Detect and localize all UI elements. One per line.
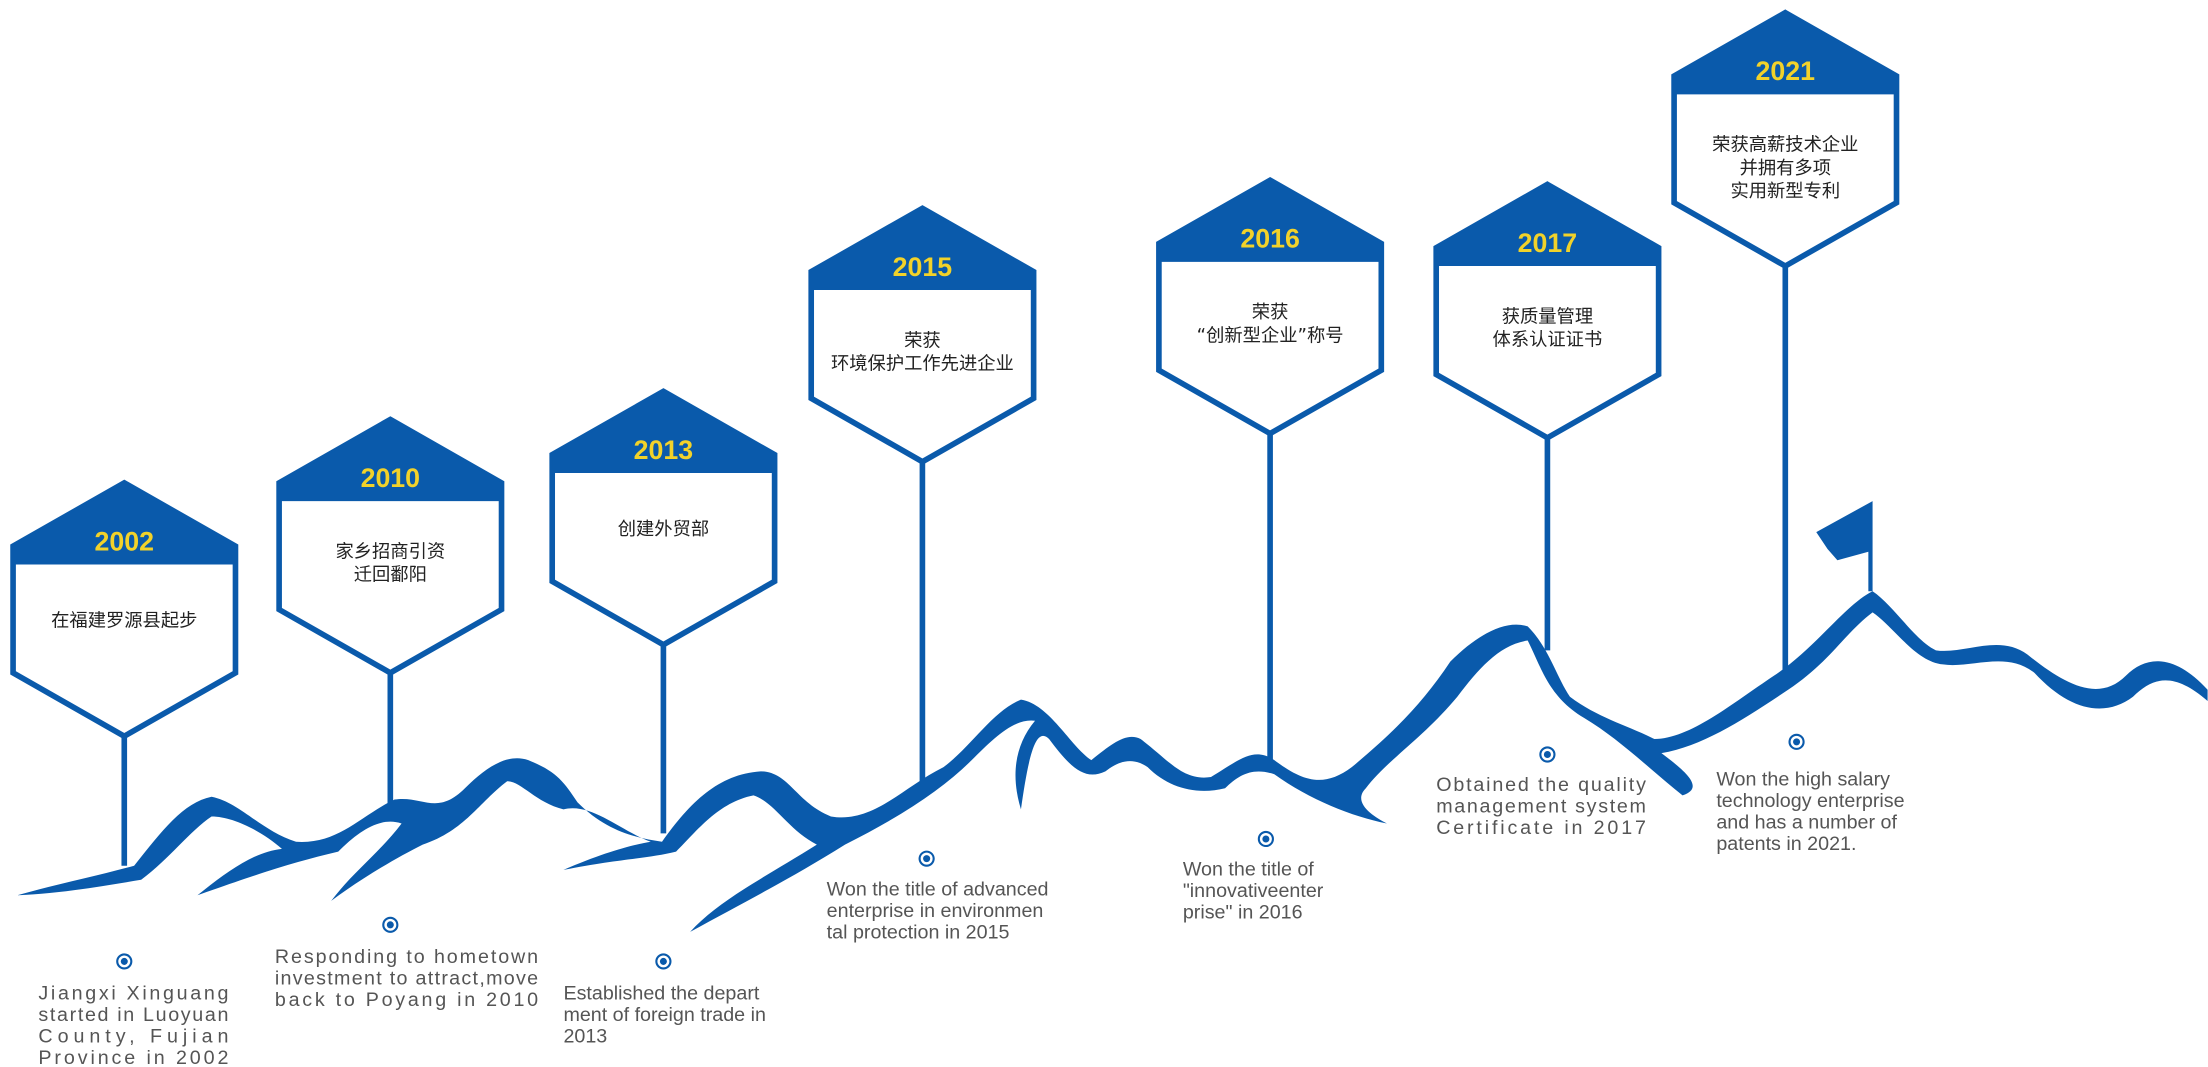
- en-text: management system: [1436, 796, 1646, 818]
- dot: [923, 855, 931, 863]
- dot: [1543, 750, 1551, 759]
- cn-text: 体系认证证书: [1493, 330, 1603, 351]
- dot: [386, 921, 394, 929]
- en-text: ment of foreign trade in: [563, 1004, 765, 1026]
- dot: [1793, 738, 1801, 746]
- dot: [1262, 835, 1270, 843]
- en-text: Province in 2002: [38, 1047, 228, 1067]
- en-text: back to Poyang in 2010: [275, 989, 538, 1011]
- en-text: enterprise in environmen: [827, 900, 1044, 922]
- en-text: and has a number of: [1716, 812, 1897, 834]
- cn-text: 荣获: [904, 330, 941, 351]
- mountains: [17, 501, 2208, 932]
- cn-text: 荣获: [1252, 302, 1289, 323]
- en-text: started in Luoyuan: [38, 1004, 228, 1026]
- year: 2015: [893, 252, 953, 282]
- cn-text: 在福建罗源县起步: [51, 610, 197, 631]
- year: 2010: [361, 463, 420, 493]
- dot: [659, 957, 667, 965]
- hexagon-header: [811, 208, 1034, 290]
- en-text: Established the depart: [563, 982, 759, 1004]
- cn-text: 家乡招商引资: [335, 541, 445, 562]
- cn-text: 并拥有多项: [1740, 158, 1831, 179]
- year: 2021: [1756, 56, 1816, 86]
- cn-text: 获质量管理: [1502, 306, 1593, 327]
- hexagon-header: [1158, 180, 1382, 262]
- en-text: patents in 2021.: [1716, 833, 1856, 855]
- en-text: Won the title of: [1183, 859, 1314, 881]
- year: 2017: [1518, 228, 1577, 258]
- en-text: prise" in 2016: [1183, 902, 1303, 924]
- year: 2002: [95, 526, 154, 556]
- en-text: 2013: [563, 1026, 607, 1048]
- en-text: Won the title of advanced: [827, 878, 1049, 900]
- en-text: tal protection in 2015: [827, 921, 1010, 943]
- en-text: technology enterprise: [1716, 790, 1904, 812]
- hexagon-header: [13, 482, 236, 565]
- hexagon-header: [1436, 184, 1659, 267]
- year: 2016: [1240, 224, 1299, 254]
- hexagon-header: [1674, 12, 1897, 95]
- cn-text: “创新型企业”称号: [1197, 325, 1344, 346]
- cn-text: 实用新型专利: [1730, 181, 1840, 202]
- en-text: County, Fujian: [38, 1026, 228, 1048]
- hexagon-header: [279, 419, 502, 502]
- cn-text: 环境保护工作先进企业: [831, 354, 1014, 375]
- en-text: Certificate in 2017: [1436, 817, 1646, 839]
- cn-text: 荣获高薪技术企业: [1712, 135, 1858, 156]
- en-text: Won the high salary: [1716, 768, 1890, 790]
- en-text: Obtained the quality: [1436, 774, 1646, 796]
- cn-text: 创建外贸部: [618, 519, 709, 540]
- en-text: Responding to hometown: [275, 946, 538, 968]
- hexagon-header: [552, 391, 775, 473]
- en-text: Jiangxi Xinguang: [38, 982, 228, 1004]
- year: 2013: [634, 435, 693, 465]
- dot: [120, 957, 128, 965]
- cn-text: 迁回鄱阳: [354, 565, 427, 586]
- en-text: investment to attract,move: [275, 967, 538, 989]
- en-text: "innovativeenter: [1183, 880, 1324, 902]
